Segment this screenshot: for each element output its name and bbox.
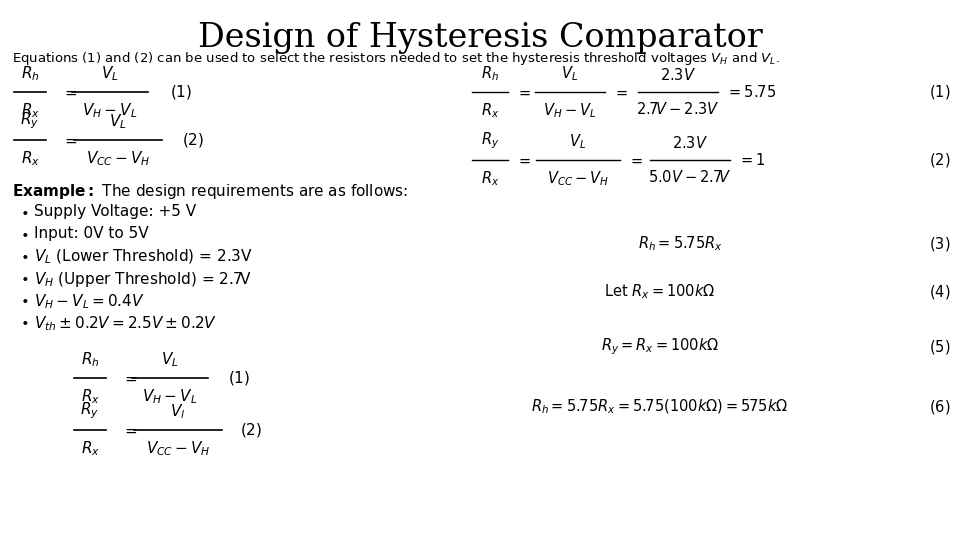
Text: $\bullet$: $\bullet$ — [20, 226, 29, 240]
Text: $= 5.75$: $= 5.75$ — [726, 84, 776, 100]
Text: $(3)$: $(3)$ — [928, 235, 950, 253]
Text: $R_y$: $R_y$ — [481, 130, 499, 151]
Text: $R_x$: $R_x$ — [81, 387, 100, 406]
Text: $=$: $=$ — [516, 152, 532, 167]
Text: $=$: $=$ — [62, 132, 78, 147]
Text: $V_H - V_L$: $V_H - V_L$ — [142, 387, 198, 406]
Text: $(1)$: $(1)$ — [928, 83, 950, 101]
Text: Design of Hysteresis Comparator: Design of Hysteresis Comparator — [198, 22, 762, 54]
Text: $R_x$: $R_x$ — [481, 101, 499, 120]
Text: $R_h$: $R_h$ — [481, 64, 499, 83]
Text: $=$: $=$ — [122, 422, 138, 437]
Text: $R_x$: $R_x$ — [20, 101, 39, 120]
Text: $(5)$: $(5)$ — [928, 338, 950, 356]
Text: $R_x$: $R_x$ — [81, 439, 100, 458]
Text: $V_L$: $V_L$ — [101, 64, 119, 83]
Text: Equations (1) and (2) can be used to select the resistors needed to set the hyst: Equations (1) and (2) can be used to sel… — [12, 50, 780, 67]
Text: $\bf{Example:}$ The design requirements are as follows:: $\bf{Example:}$ The design requirements … — [12, 182, 408, 201]
Text: $R_h$: $R_h$ — [81, 350, 99, 369]
Text: $(1)$: $(1)$ — [228, 369, 251, 387]
Text: $V_{th} \pm 0.2V = 2.5V \pm 0.2V$: $V_{th} \pm 0.2V = 2.5V \pm 0.2V$ — [34, 314, 217, 333]
Text: $R_y$: $R_y$ — [20, 110, 39, 131]
Text: $V_H - V_L$: $V_H - V_L$ — [543, 101, 596, 120]
Text: $V_{CC} - V_H$: $V_{CC} - V_H$ — [85, 149, 151, 168]
Text: $5.0V - 2.7V$: $5.0V - 2.7V$ — [648, 169, 732, 185]
Text: $\bullet$: $\bullet$ — [20, 248, 29, 262]
Text: $2.3V$: $2.3V$ — [672, 135, 708, 151]
Text: $\bullet$: $\bullet$ — [20, 314, 29, 328]
Text: $=$: $=$ — [516, 84, 532, 99]
Text: $R_h = 5.75R_x$: $R_h = 5.75R_x$ — [637, 235, 723, 253]
Text: $R_x$: $R_x$ — [20, 149, 39, 168]
Text: $V_H$ (Upper Threshold) = 2.7V: $V_H$ (Upper Threshold) = 2.7V — [34, 270, 252, 289]
Text: $R_y$: $R_y$ — [81, 400, 100, 421]
Text: $R_y = R_x = 100k\Omega$: $R_y = R_x = 100k\Omega$ — [601, 337, 719, 357]
Text: Input: 0V to 5V: Input: 0V to 5V — [34, 226, 149, 241]
Text: $(4)$: $(4)$ — [928, 283, 950, 301]
Text: $(2)$: $(2)$ — [928, 151, 950, 169]
Text: $V_{CC} - V_H$: $V_{CC} - V_H$ — [547, 169, 609, 188]
Text: $\bullet$: $\bullet$ — [20, 292, 29, 306]
Text: Let $R_x = 100k\Omega$: Let $R_x = 100k\Omega$ — [605, 282, 715, 301]
Text: $V_L$: $V_L$ — [109, 112, 127, 131]
Text: $R_h$: $R_h$ — [21, 64, 39, 83]
Text: $=$: $=$ — [62, 84, 78, 99]
Text: $\bullet$: $\bullet$ — [20, 204, 29, 218]
Text: $=$: $=$ — [613, 84, 629, 99]
Text: $R_h = 5.75R_x = 5.75(100k\Omega) = 575k\Omega$: $R_h = 5.75R_x = 5.75(100k\Omega) = 575k… — [532, 398, 788, 416]
Text: Supply Voltage: +5 V: Supply Voltage: +5 V — [34, 204, 196, 219]
Text: $V_{CC} - V_H$: $V_{CC} - V_H$ — [146, 439, 210, 458]
Text: $(1)$: $(1)$ — [170, 83, 192, 101]
Text: $= 1$: $= 1$ — [738, 152, 766, 168]
Text: $2.3V$: $2.3V$ — [660, 67, 696, 83]
Text: $V_L$: $V_L$ — [569, 132, 587, 151]
Text: $(2)$: $(2)$ — [240, 421, 262, 439]
Text: $=$: $=$ — [122, 370, 138, 386]
Text: $V_H - V_L$: $V_H - V_L$ — [83, 101, 137, 120]
Text: $(6)$: $(6)$ — [928, 398, 950, 416]
Text: $V_L$: $V_L$ — [562, 64, 579, 83]
Text: $V_H - V_L = 0.4V$: $V_H - V_L = 0.4V$ — [34, 292, 145, 310]
Text: $=$: $=$ — [628, 152, 643, 167]
Text: $V_l$: $V_l$ — [170, 402, 185, 421]
Text: $V_L$: $V_L$ — [161, 350, 179, 369]
Text: $R_x$: $R_x$ — [481, 169, 499, 188]
Text: $(2)$: $(2)$ — [182, 131, 204, 149]
Text: $V_L$ (Lower Threshold) = 2.3V: $V_L$ (Lower Threshold) = 2.3V — [34, 248, 252, 266]
Text: $\bullet$: $\bullet$ — [20, 270, 29, 284]
Text: $2.7V - 2.3V$: $2.7V - 2.3V$ — [636, 101, 720, 117]
